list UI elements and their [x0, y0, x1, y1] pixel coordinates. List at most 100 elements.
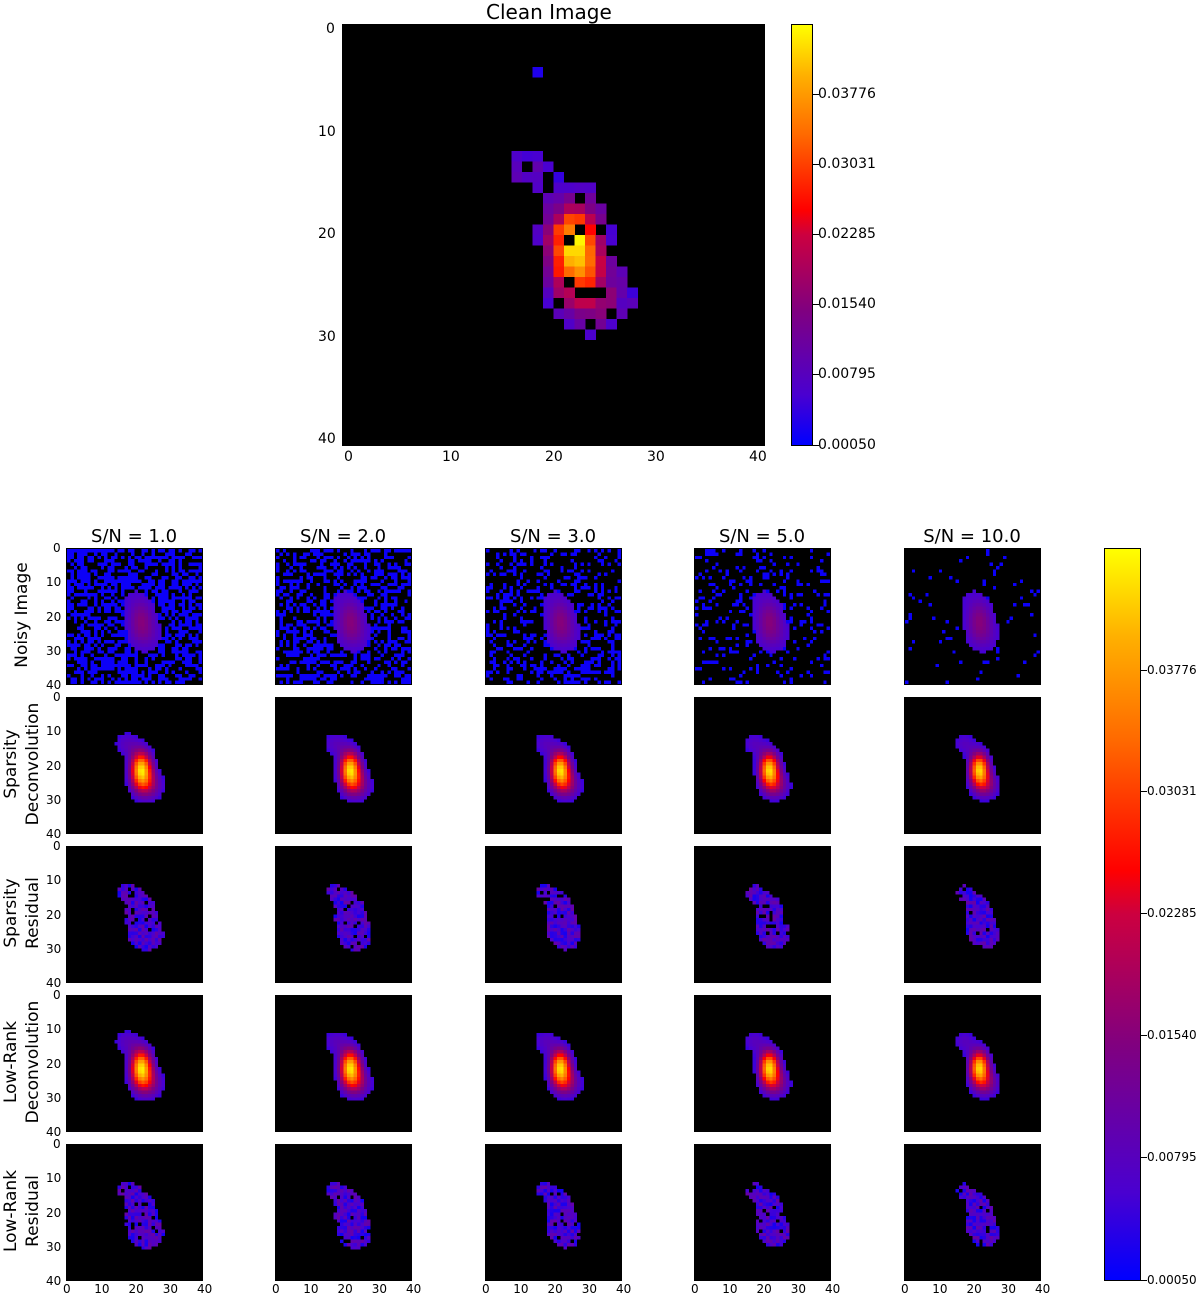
- subplot-r1-c2: [485, 697, 622, 834]
- heatmap-cell: [91, 617, 94, 620]
- heatmap-cell: [973, 633, 976, 636]
- heatmap-cell: [87, 549, 90, 552]
- heatmap-cell: [317, 566, 320, 569]
- heatmap-cell: [354, 640, 357, 643]
- heatmap-cell: [138, 918, 141, 921]
- heatmap-cell: [564, 225, 575, 236]
- heatmap-cell: [286, 654, 289, 657]
- heatmap-cell: [306, 640, 309, 643]
- heatmap-cell: [756, 742, 759, 745]
- heatmap-cell: [773, 938, 776, 941]
- heatmap-cell: [290, 606, 293, 609]
- heatmap-cell: [554, 183, 565, 194]
- heatmap-cell: [1033, 593, 1036, 596]
- heatmap-cell: [601, 650, 604, 653]
- heatmap-cell: [550, 552, 553, 555]
- heatmap-cell: [381, 671, 384, 674]
- heatmap-cell: [611, 620, 614, 623]
- heatmap-cell: [367, 921, 370, 924]
- heatmap-cell: [557, 627, 560, 630]
- heatmap-cell: [557, 921, 560, 924]
- heatmap-cell: [912, 596, 915, 599]
- heatmap-cell: [996, 928, 999, 931]
- heatmap-cell: [577, 606, 580, 609]
- heatmap-cell: [317, 654, 320, 657]
- heatmap-cell: [182, 613, 185, 616]
- heatmap-cell: [81, 623, 84, 626]
- heatmap-cell: [398, 586, 401, 589]
- heatmap-cell: [983, 630, 986, 633]
- heatmap-cell: [108, 586, 111, 589]
- heatmap-cell: [969, 596, 972, 599]
- heatmap-cell: [976, 911, 979, 914]
- heatmap-cell: [776, 644, 779, 647]
- heatmap-cell: [976, 633, 979, 636]
- heatmap-cell: [584, 650, 587, 653]
- heatmap-cell: [135, 779, 138, 782]
- heatmap-cell: [128, 776, 131, 779]
- heatmap-cell: [752, 606, 755, 609]
- heatmap-cell: [306, 667, 309, 670]
- heatmap-cell: [131, 559, 134, 562]
- heatmap-cell: [124, 1057, 127, 1060]
- heatmap-cell: [350, 948, 353, 951]
- heatmap-cell: [387, 566, 390, 569]
- heatmap-cell: [776, 938, 779, 941]
- heatmap-cell: [138, 772, 141, 775]
- heatmap-cell: [983, 606, 986, 609]
- heatmap-cell: [719, 593, 722, 596]
- heatmap-cell: [360, 935, 363, 938]
- heatmap-cell: [138, 1080, 141, 1083]
- heatmap-cell: [333, 566, 336, 569]
- heatmap-cell: [759, 894, 762, 897]
- heatmap-cell: [357, 552, 360, 555]
- heatmap-cell: [367, 942, 370, 945]
- subplot-heatmap: [695, 549, 830, 684]
- heatmap-cell: [550, 928, 553, 931]
- heatmap-cell: [969, 928, 972, 931]
- heatmap-cell: [404, 617, 407, 620]
- heatmap-cell: [276, 674, 279, 677]
- heatmap-cell: [962, 610, 965, 613]
- heatmap-cell: [360, 769, 363, 772]
- heatmap-cell: [776, 782, 779, 785]
- heatmap-cell: [135, 945, 138, 948]
- heatmap-cell: [983, 749, 986, 752]
- heatmap-cell: [360, 600, 363, 603]
- heatmap-cell: [618, 556, 621, 559]
- heatmap-cell: [317, 644, 320, 647]
- heatmap-cell: [570, 644, 573, 647]
- heatmap-cell: [540, 888, 543, 891]
- heatmap-cell: [401, 630, 404, 633]
- heatmap-cell: [151, 776, 154, 779]
- heatmap-cell: [303, 633, 306, 636]
- heatmap-cell: [303, 637, 306, 640]
- heatmap-cell: [796, 593, 799, 596]
- heatmap-cell: [333, 779, 336, 782]
- heatmap-cell: [803, 637, 806, 640]
- heatmap-cell: [131, 1084, 134, 1087]
- heatmap-cell: [759, 931, 762, 934]
- heatmap-cell: [347, 613, 350, 616]
- heatmap-cell: [165, 671, 168, 674]
- heatmap-cell: [310, 674, 313, 677]
- heatmap-cell: [543, 606, 546, 609]
- heatmap-cell: [158, 613, 161, 616]
- heatmap-cell: [554, 898, 557, 901]
- heatmap-cell: [148, 786, 151, 789]
- heatmap-cell: [979, 799, 982, 802]
- heatmap-cell: [354, 603, 357, 606]
- heatmap-cell: [81, 576, 84, 579]
- heatmap-cell: [486, 596, 489, 599]
- heatmap-cell: [763, 894, 766, 897]
- heatmap-cell: [763, 739, 766, 742]
- heatmap-cell: [155, 620, 158, 623]
- heatmap-cell: [344, 590, 347, 593]
- heatmap-cell: [354, 671, 357, 674]
- heatmap-cell: [182, 647, 185, 650]
- subplot-heatmap: [486, 549, 621, 684]
- heatmap-cell: [81, 559, 84, 562]
- heatmap-cell: [340, 620, 343, 623]
- heatmap-cell: [118, 894, 121, 897]
- heatmap-cell: [506, 657, 509, 660]
